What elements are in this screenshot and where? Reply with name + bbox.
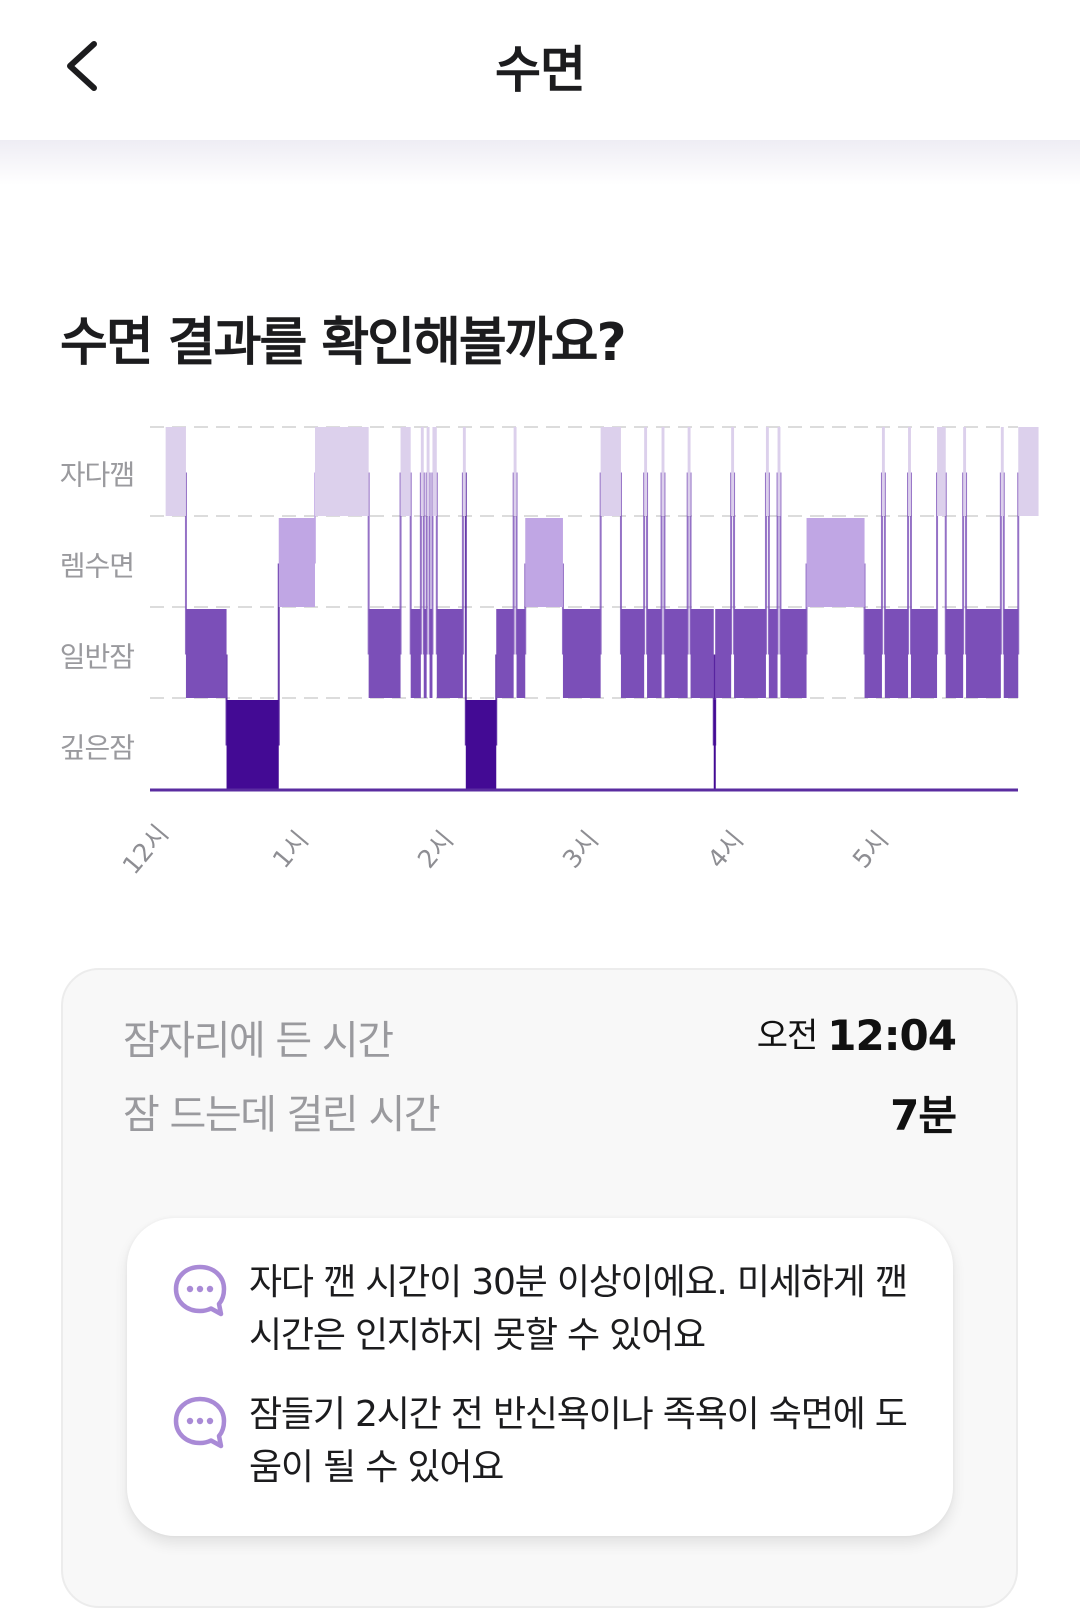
sleep-segment-bar <box>429 609 433 698</box>
sleep-segment-bar <box>765 427 769 516</box>
x-tick-label: 5시 <box>847 825 894 873</box>
sleep-segment-bar <box>910 609 938 698</box>
sleep-segment-bar <box>715 609 732 698</box>
tip-text: 잠들기 2시간 전 반신욕이나 족욕이 숙면에 도움이 될 수 있어요 <box>249 1394 908 1488</box>
section-title: 수면 결과를 확인해볼까요? <box>60 313 627 373</box>
sleep-segment-bar <box>937 427 946 516</box>
sleep-segment-bar <box>420 427 424 516</box>
chat-bubble-icon <box>173 1264 227 1317</box>
sleep-segment-bar <box>731 427 735 516</box>
sleep-segment-bar <box>165 427 186 516</box>
bedtime-ampm: 오전 <box>756 1016 819 1056</box>
sleep-segment-bar <box>777 427 781 516</box>
latency-value: 7분 <box>890 1091 957 1140</box>
sleep-segment-bar <box>400 427 411 516</box>
sleep-segment-bar <box>1000 427 1004 516</box>
chat-bubble-icon <box>173 1396 227 1449</box>
sleep-segment-bar <box>908 427 911 516</box>
bedtime-value: 12:04 <box>827 1011 957 1061</box>
sleep-segment-bar <box>881 427 885 516</box>
latency-row: 잠 드는데 걸린 시간 7분 <box>63 1082 1016 1142</box>
bedtime-label: 잠자리에 든 시간 <box>123 1018 394 1064</box>
latency-label: 잠 드는데 걸린 시간 <box>123 1092 441 1138</box>
sleep-segment-bar <box>1003 609 1019 698</box>
x-tick-label: 12시 <box>117 819 174 880</box>
sleep-segment-bar <box>368 609 401 698</box>
sleep-segment-bar <box>806 518 865 607</box>
stage-label: 자다깸 <box>60 459 134 492</box>
sleep-segment-bar <box>465 700 497 789</box>
sleep-segment-bar <box>966 609 1001 698</box>
page-title: 수면 <box>495 41 586 99</box>
sleep-segment-bar <box>690 609 714 698</box>
sleep-segment-bar <box>185 609 227 698</box>
sleep-segment-bar <box>513 427 517 516</box>
sleep-segment-bar <box>516 609 526 698</box>
sleep-segment-bar <box>462 427 466 516</box>
sleep-segment-bar <box>661 427 665 516</box>
sleep-segment-bar <box>496 609 514 698</box>
sleep-segment-bar <box>1018 427 1039 516</box>
sleep-segment-bar <box>600 427 621 516</box>
x-tick-label: 4시 <box>702 825 749 873</box>
stage-label: 깊은잠 <box>60 732 135 765</box>
bedtime-row: 잠자리에 든 시간 오전 12:04 <box>63 1008 1016 1068</box>
sleep-segment-bar <box>226 700 279 789</box>
sleep-tips-box: 자다 깬 시간이 30분 이상이에요. 미세하게 깬 시간은 인지하지 못할 수… <box>127 1218 953 1536</box>
tip-text: 자다 깬 시간이 30분 이상이에요. 미세하게 깬 시간은 인지하지 못할 수… <box>249 1262 908 1356</box>
sleep-segment-bar <box>647 609 662 698</box>
sleep-segment-bar <box>562 609 601 698</box>
x-tick-label: 2시 <box>412 825 459 873</box>
x-tick-label: 1시 <box>267 825 314 873</box>
app-header: 수면 <box>0 0 1080 140</box>
sleep-summary-card: 잠자리에 든 시간 오전 12:04 잠 드는데 걸린 시간 7분 자다 깬 시간… <box>61 968 1018 1608</box>
stage-label: 일반잠 <box>60 641 135 674</box>
sleep-segment-bar <box>734 609 766 698</box>
sleep-segment-bar <box>410 609 421 698</box>
sleep-segment-bar <box>884 609 909 698</box>
header-shadow <box>0 140 1080 185</box>
stage-label: 렘수면 <box>60 550 134 583</box>
sleep-segment-bar <box>644 427 648 516</box>
sleep-segment-bar <box>687 427 691 516</box>
sleep-segment-bar <box>315 427 369 516</box>
sleep-segment-bar <box>423 609 427 698</box>
sleep-segment-bar <box>780 609 807 698</box>
sleep-segment-bar <box>620 609 645 698</box>
bedtime-value-group: 오전 12:04 <box>756 1008 957 1061</box>
sleep-segment-bar <box>278 518 315 607</box>
sleep-segment-bar <box>768 609 778 698</box>
chevron-left-icon <box>67 41 97 91</box>
sleep-segment-bar <box>945 609 964 698</box>
sleep-segment-bar <box>713 700 716 789</box>
sleep-segment-bar <box>432 427 437 516</box>
sleep-segment-bar <box>664 609 688 698</box>
sleep-segment-bar <box>963 427 967 516</box>
back-button[interactable] <box>56 36 116 96</box>
sleep-segment-bar <box>525 518 563 607</box>
sleep-segment-bar <box>426 427 430 516</box>
sleep-segment-bar <box>436 609 463 698</box>
sleep-segment-bar <box>864 609 882 698</box>
x-tick-label: 3시 <box>557 825 604 873</box>
